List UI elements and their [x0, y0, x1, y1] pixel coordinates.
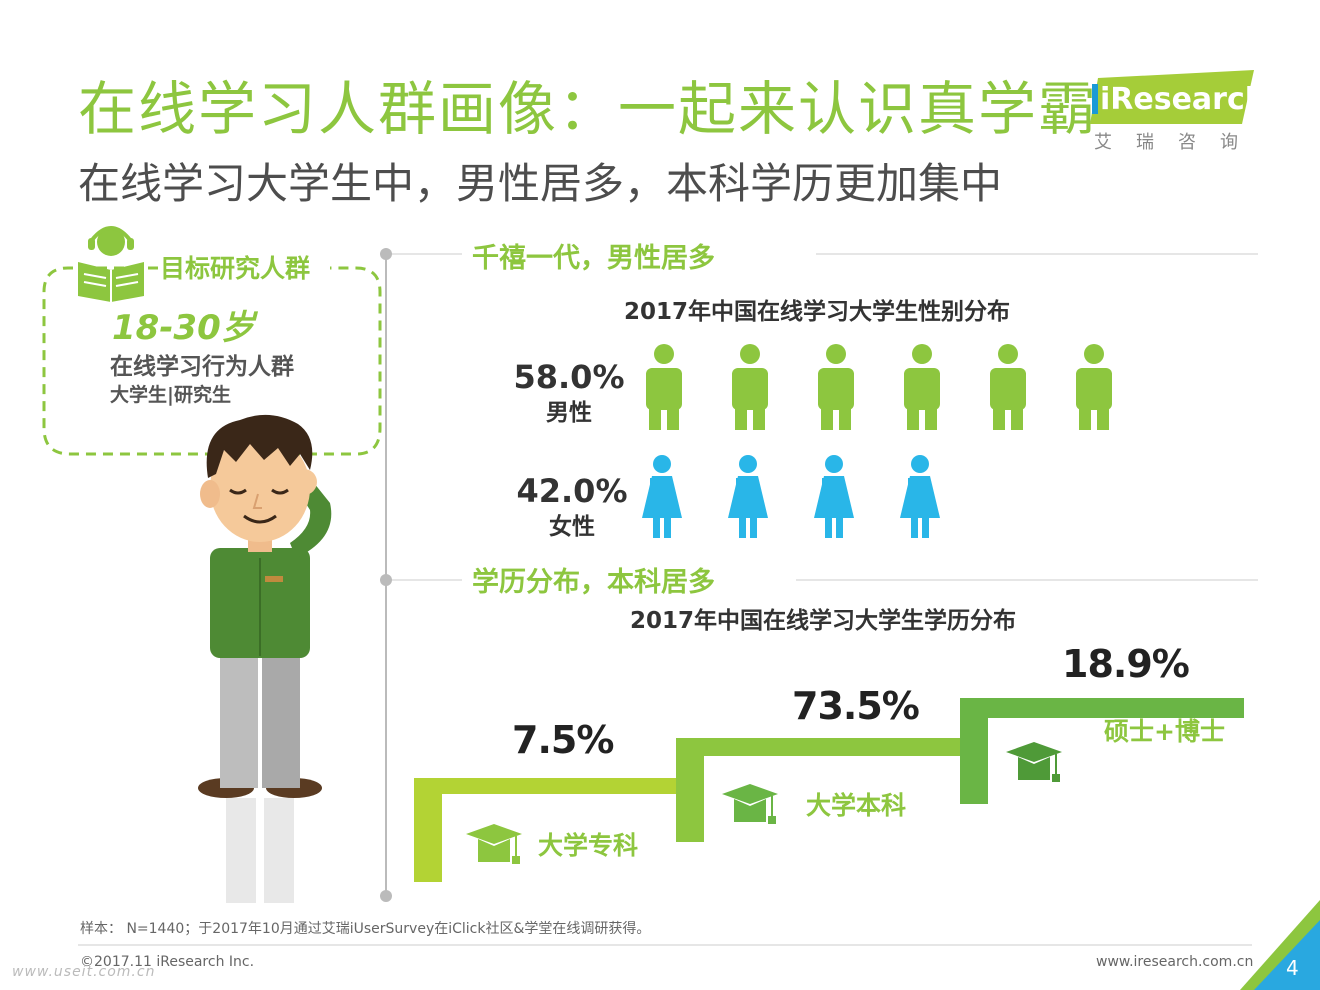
- copyright: ©2017.11 iResearch Inc.: [80, 954, 255, 970]
- step-college: [414, 778, 680, 882]
- reader-icon: [78, 226, 144, 302]
- female-icon: [814, 455, 854, 538]
- master-label: 硕士+博士: [1104, 717, 1225, 746]
- target-group-sub: 大学生|研究生: [110, 384, 231, 406]
- logo-text: iResearch: [1100, 82, 1267, 117]
- page-subtitle: 在线学习大学生中，男性居多，本科学历更加集中: [78, 159, 1003, 208]
- sample-note: 样本： N=1440；于2017年10月通过艾瑞iUserSurvey在iCli…: [80, 921, 651, 937]
- page-corner: [1240, 900, 1320, 990]
- male-label: 男性: [546, 400, 592, 426]
- female-label: 女性: [549, 514, 595, 540]
- graduation-cap-icon: [722, 784, 778, 824]
- logo-subtitle: 艾瑞咨询: [1094, 132, 1262, 153]
- college-value: 7.5%: [512, 718, 614, 762]
- gender-pictogram: [642, 344, 1112, 538]
- female-icon: [642, 455, 682, 538]
- timeline-line: [380, 248, 392, 902]
- male-icon: [732, 344, 768, 430]
- gender-section-title: 千禧一代，男性居多: [472, 243, 715, 274]
- footer-divider: [78, 944, 1252, 946]
- watermark: www.useit.com.cn: [12, 964, 156, 980]
- target-title: 目标研究人群: [160, 254, 311, 283]
- female-percent: 42.0%: [516, 472, 628, 510]
- college-label: 大学专科: [538, 831, 639, 860]
- target-age: 18-30岁: [112, 308, 255, 348]
- student-illustration: [198, 414, 332, 903]
- education-section-title: 学历分布，本科居多: [472, 567, 715, 598]
- bachelor-value: 73.5%: [792, 684, 920, 728]
- section-divider-2: [392, 579, 1258, 581]
- male-icon: [646, 344, 682, 430]
- master-value: 18.9%: [1062, 642, 1190, 686]
- page-number: 4: [1286, 956, 1299, 980]
- male-icon: [904, 344, 940, 430]
- website-link[interactable]: www.iresearch.com.cn: [1096, 954, 1254, 970]
- target-group: 在线学习行为人群: [110, 354, 294, 380]
- gender-chart-title: 2017年中国在线学习大学生性别分布: [624, 299, 1011, 325]
- education-chart-title: 2017年中国在线学习大学生学历分布: [630, 608, 1017, 634]
- male-icon: [990, 344, 1026, 430]
- male-icon: [1076, 344, 1112, 430]
- male-percent: 58.0%: [513, 358, 625, 396]
- page-title: 在线学习人群画像：一起来认识真学霸: [78, 75, 1099, 143]
- bachelor-label: 大学本科: [806, 791, 907, 820]
- education-steps: [414, 698, 1244, 882]
- section-divider-1: [392, 253, 1258, 255]
- graduation-cap-icon: [1006, 742, 1062, 782]
- step-bachelor: [676, 738, 964, 842]
- female-icon: [728, 455, 768, 538]
- graduation-cap-icon: [466, 824, 522, 864]
- step-master: [960, 698, 1244, 804]
- male-icon: [818, 344, 854, 430]
- female-icon: [900, 455, 940, 538]
- logo-badge: [1090, 70, 1254, 124]
